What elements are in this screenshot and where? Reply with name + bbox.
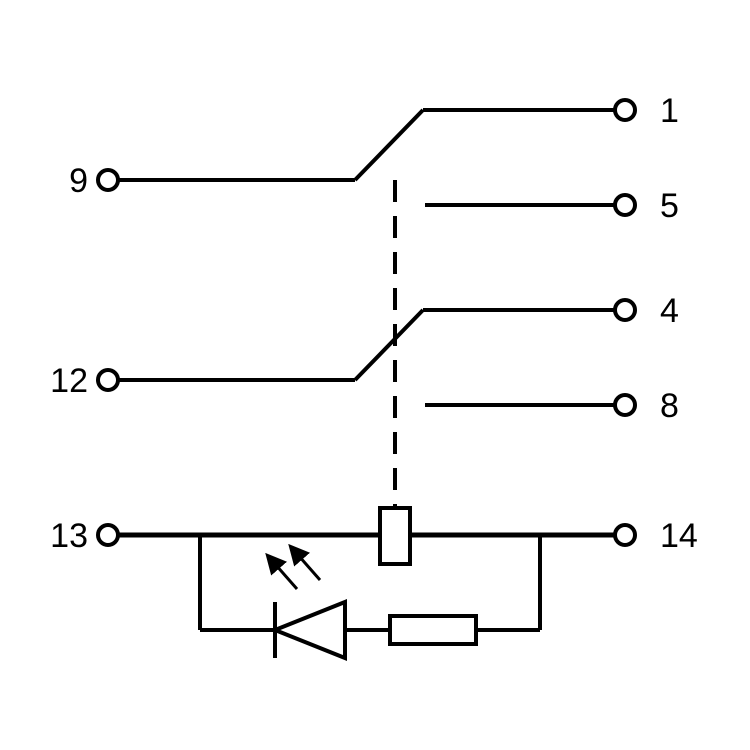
led-emit-arrow — [268, 556, 297, 589]
led-triangle — [275, 602, 345, 658]
pin-label: 8 — [660, 387, 679, 425]
pin-label: 1 — [660, 92, 679, 130]
relay-schematic: 1 5 4 8 9 12 13 14 — [0, 0, 750, 750]
relay-coil — [380, 508, 410, 564]
pin-label: 9 — [69, 162, 88, 200]
pin-label: 14 — [660, 517, 698, 555]
led-emit-arrow — [291, 547, 320, 580]
pin-label: 4 — [660, 292, 679, 330]
pin-label: 12 — [50, 362, 88, 400]
pin-label: 13 — [50, 517, 88, 555]
terminal-5 — [615, 195, 635, 215]
series-resistor — [390, 616, 476, 644]
terminal-9 — [98, 170, 118, 190]
pin-label: 5 — [660, 187, 679, 225]
terminal-12 — [98, 370, 118, 390]
terminal-4 — [615, 300, 635, 320]
terminal-14 — [615, 525, 635, 545]
terminal-13 — [98, 525, 118, 545]
terminal-1 — [615, 100, 635, 120]
terminal-8 — [615, 395, 635, 415]
